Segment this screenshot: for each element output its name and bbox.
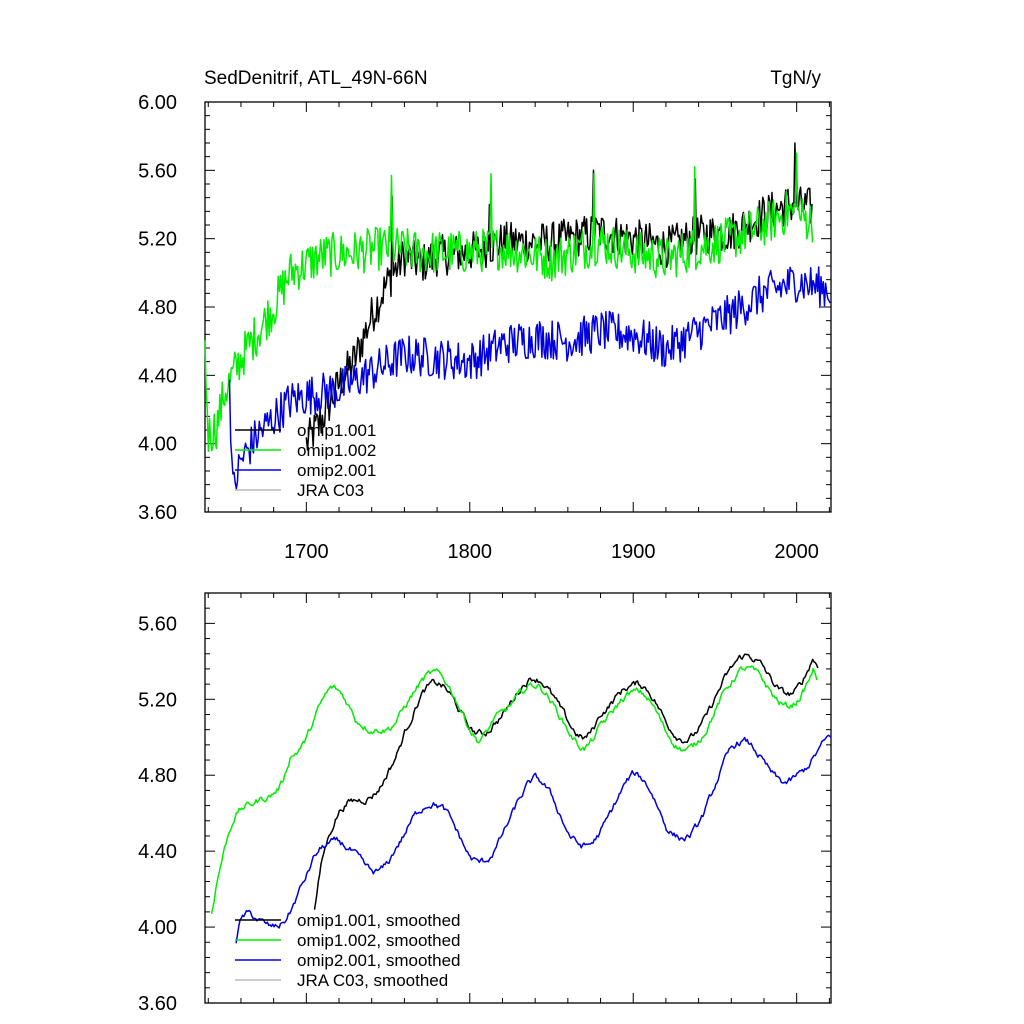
legend-label: omip1.002, smoothed (297, 931, 461, 950)
series-line (305, 142, 813, 451)
legend-label: omip1.001, smoothed (297, 911, 461, 930)
top-chart-units: TgN/y (770, 68, 821, 89)
legend-label: JRA C03 (297, 481, 364, 500)
series-line (313, 653, 819, 910)
legend-label: omip1.002 (297, 441, 376, 460)
bottom-axis-ticks (205, 592, 831, 1004)
y-tick-label: 6.00 (138, 92, 177, 114)
x-tick-label: 1900 (611, 541, 656, 563)
y-tick-label: 4.80 (138, 297, 177, 319)
y-tick-label: 5.60 (138, 160, 177, 182)
legend-label: omip2.001, smoothed (297, 951, 461, 970)
bottom-series-group (210, 653, 832, 944)
y-tick-label: 4.00 (138, 917, 177, 939)
y-tick-label: 5.60 (138, 613, 177, 635)
x-tick-label: 1700 (284, 541, 329, 563)
y-tick-label: 4.80 (138, 765, 177, 787)
legend-label: omip1.001 (297, 421, 376, 440)
x-tick-label: 2000 (774, 541, 819, 563)
legend-label: JRA C03, smoothed (297, 971, 448, 990)
x-tick-label: 1800 (448, 541, 493, 563)
top-series-group (204, 142, 831, 490)
top-chart-title: SedDenitrif, ATL_49N-66N (204, 68, 428, 89)
bottom-plot-frame (204, 592, 832, 1004)
y-tick-label: 4.00 (138, 434, 177, 456)
series-line (204, 152, 814, 452)
legend-label: omip2.001 (297, 461, 376, 480)
y-tick-label: 3.60 (138, 502, 177, 524)
series-line (228, 266, 831, 490)
y-tick-label: 5.20 (138, 689, 177, 711)
series-line (210, 665, 818, 914)
top-panel: SedDenitrif, ATL_49N-66N TgN/y 3.60 4.00 4… (138, 68, 832, 563)
bottom-y-tick-labels: 3.60 4.00 4.40 4.80 5.20 5.60 (138, 613, 177, 1015)
top-y-tick-labels: 3.60 4.00 4.40 4.80 5.20 5.60 6.00 (138, 92, 177, 524)
y-tick-label: 4.40 (138, 841, 177, 863)
y-tick-label: 4.40 (138, 365, 177, 387)
series-line (235, 734, 832, 944)
y-tick-label: 3.60 (138, 993, 177, 1015)
top-axis-ticks (205, 101, 831, 513)
y-tick-label: 5.20 (138, 229, 177, 251)
bottom-panel: 3.60 4.00 4.40 4.80 5.20 5.60 omip1.001, smoo… (138, 592, 832, 1015)
top-x-tick-labels: 1700 1800 1900 2000 (284, 541, 819, 563)
